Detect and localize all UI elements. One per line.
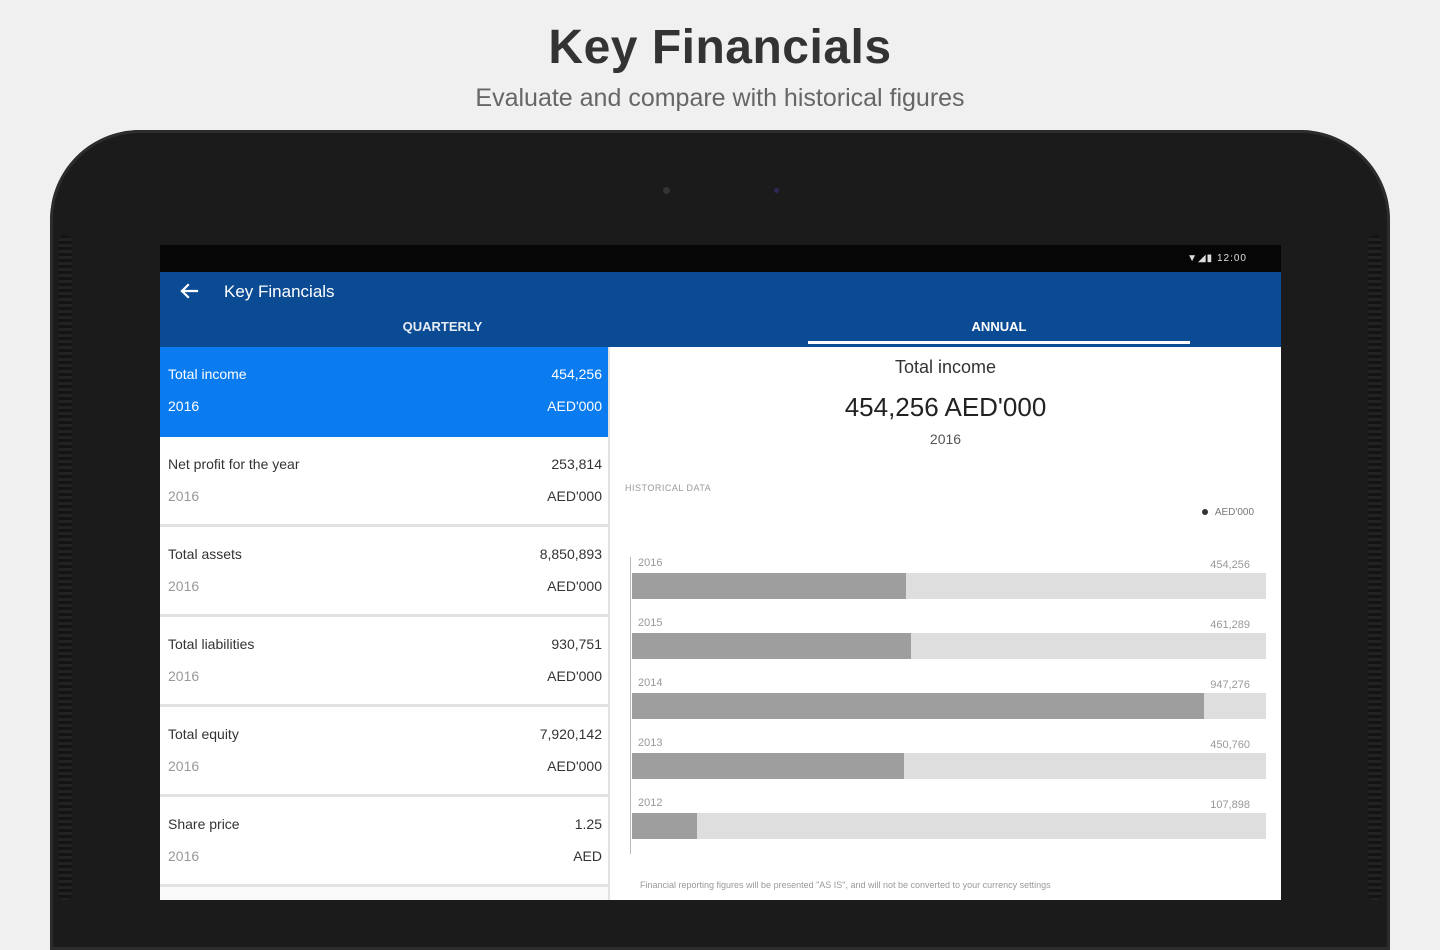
list-item-total-equity[interactable]: Total equity 7,920,142 2016 AED'000 <box>160 707 608 797</box>
detail-title: Total income <box>894 357 997 377</box>
bar[interactable] <box>632 753 904 779</box>
list-item-value: 253,814 <box>551 456 602 472</box>
bar-group-2015: 2015 461,289 <box>632 617 1266 677</box>
list-item-net-profit[interactable]: Net profit for the year 253,814 2016 AED… <box>160 437 608 527</box>
list-item-year: 2016 <box>168 668 200 684</box>
list-item-year: 2016 <box>168 758 200 774</box>
bar-track <box>632 633 1266 659</box>
list-item-value: 8,850,893 <box>539 546 602 562</box>
detail-panel: Total income 454,256 AED'000 2016 HISTOR… <box>610 347 1281 900</box>
financials-list: Total income 454,256 2016 AED'000 Net pr… <box>160 347 610 900</box>
arrow-left-icon-glyph <box>180 283 199 299</box>
list-item-label: Share price <box>168 816 240 832</box>
bar-value-label: 107,898 <box>1210 799 1250 811</box>
detail-year: 2016 <box>929 431 962 447</box>
footnote: Financial reporting figures will be pres… <box>640 880 1051 890</box>
list-item-unit: AED'000 <box>547 398 602 414</box>
list-item-label: Total liabilities <box>168 636 255 652</box>
device-screen: ▼◢▮ 12:00 Key Financials QUARTERLY ANNUA… <box>160 245 1281 900</box>
promo-title: Key Financials <box>548 21 892 74</box>
bar-track <box>632 753 1266 779</box>
list-item-year: 2016 <box>168 848 200 864</box>
list-item-year: 2016 <box>168 578 200 594</box>
list-item-year: 2016 <box>168 488 200 504</box>
bar[interactable] <box>632 693 1204 719</box>
list-item-total-liabilities[interactable]: Total liabilities 930,751 2016 AED'000 <box>160 617 608 707</box>
chart-axis <box>630 557 631 854</box>
legend-label: AED'000 <box>1214 507 1254 518</box>
list-item-value: 930,751 <box>551 636 602 652</box>
page-title: Key Financials <box>224 282 335 301</box>
bar-value-label: 450,760 <box>1210 739 1250 751</box>
list-item-total-income[interactable]: Total income 454,256 2016 AED'000 <box>160 347 608 437</box>
bar-group-2016: 2016 454,256 <box>632 557 1266 617</box>
bar-category-label: 2012 <box>638 797 663 809</box>
list-item-value: 1.25 <box>574 816 602 832</box>
bar[interactable] <box>632 573 906 599</box>
legend-dot-icon <box>1201 509 1208 516</box>
bar-track <box>632 573 1266 599</box>
tab-quarterly[interactable]: QUARTERLY <box>402 319 483 334</box>
speaker-grille-right <box>1368 235 1382 900</box>
list-item-label: Total equity <box>168 726 239 742</box>
bar-track <box>632 693 1266 719</box>
list-item-year: 2016 <box>168 398 200 414</box>
list-item-label: Net profit for the year <box>168 456 300 472</box>
bar-group-2014: 2014 947,276 <box>632 677 1266 737</box>
bar-track <box>632 813 1266 839</box>
list-item-value: 454,256 <box>551 366 602 382</box>
list-item-unit: AED <box>573 848 602 864</box>
bar[interactable] <box>632 813 697 839</box>
list-item-share-price[interactable]: Share price 1.25 2016 AED <box>160 797 608 887</box>
app-bar: Key Financials QUARTERLY ANNUAL <box>160 272 1281 347</box>
bar-value-label: 947,276 <box>1210 679 1250 691</box>
status-icons: ▼◢▮ 12:00 <box>1187 253 1247 264</box>
list-item-unit: AED'000 <box>547 578 602 594</box>
bar-category-label: 2014 <box>638 677 663 689</box>
speaker-grille-left <box>58 235 72 900</box>
list-item-unit: AED'000 <box>547 488 602 504</box>
promo-subtitle: Evaluate and compare with historical fig… <box>475 84 965 112</box>
bar-category-label: 2015 <box>638 617 663 629</box>
list-item-total-assets[interactable]: Total assets 8,850,893 2016 AED'000 <box>160 527 608 617</box>
bar-group-2013: 2013 450,760 <box>632 737 1266 797</box>
chart-legend: AED'000 <box>1201 507 1254 518</box>
list-item-label: Total assets <box>168 546 242 562</box>
camera-icon <box>663 187 670 194</box>
historical-data-label: HISTORICAL DATA <box>625 483 712 493</box>
bar[interactable] <box>632 633 911 659</box>
tab-annual[interactable]: ANNUAL <box>971 319 1027 334</box>
bar-value-label: 461,289 <box>1210 619 1250 631</box>
bar-value-label: 454,256 <box>1210 559 1250 571</box>
bar-category-label: 2013 <box>638 737 663 749</box>
bar-group-2012: 2012 107,898 <box>632 797 1266 857</box>
status-bar: ▼◢▮ 12:00 <box>160 245 1281 272</box>
detail-value: 454,256 AED'000 <box>844 392 1047 422</box>
list-item-value: 7,920,142 <box>539 726 602 742</box>
bar-category-label: 2016 <box>638 557 663 569</box>
list-item-unit: AED'000 <box>547 668 602 684</box>
list-item-label: Total income <box>168 366 247 382</box>
tab-indicator <box>808 341 1190 344</box>
arrow-left-icon[interactable] <box>178 280 200 302</box>
sensor-icon <box>774 188 779 193</box>
list-item-unit: AED'000 <box>547 758 602 774</box>
